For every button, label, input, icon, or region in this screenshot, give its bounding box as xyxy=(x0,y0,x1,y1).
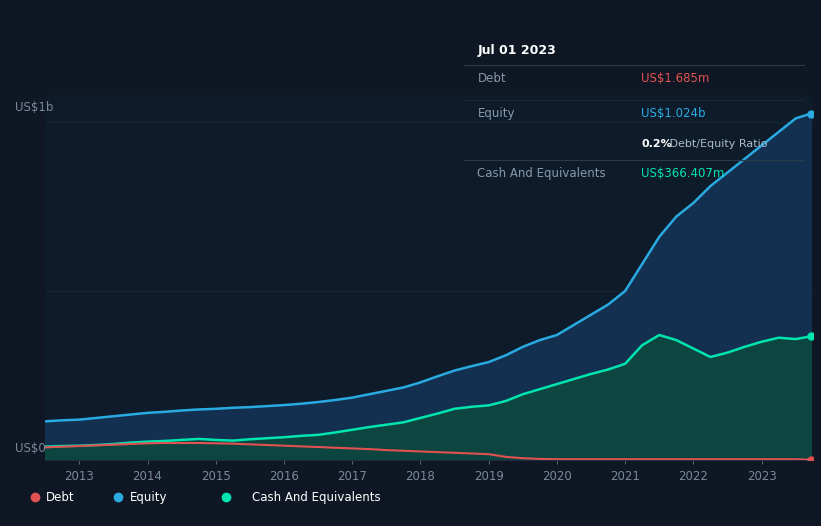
Text: Cash And Equivalents: Cash And Equivalents xyxy=(251,491,380,504)
Text: US$1b: US$1b xyxy=(15,102,53,114)
Text: US$366.407m: US$366.407m xyxy=(641,167,724,180)
Text: Equity: Equity xyxy=(478,107,515,120)
Text: Debt/Equity Ratio: Debt/Equity Ratio xyxy=(666,139,767,149)
Text: US$1.685m: US$1.685m xyxy=(641,72,709,85)
Text: Jul 01 2023: Jul 01 2023 xyxy=(478,44,557,57)
Text: Debt: Debt xyxy=(478,72,506,85)
Text: Equity: Equity xyxy=(130,491,167,504)
Text: US$1.024b: US$1.024b xyxy=(641,107,705,120)
Text: 0.2%: 0.2% xyxy=(641,139,672,149)
Text: Debt: Debt xyxy=(46,491,74,504)
Text: US$0: US$0 xyxy=(15,442,45,454)
Text: Cash And Equivalents: Cash And Equivalents xyxy=(478,167,606,180)
